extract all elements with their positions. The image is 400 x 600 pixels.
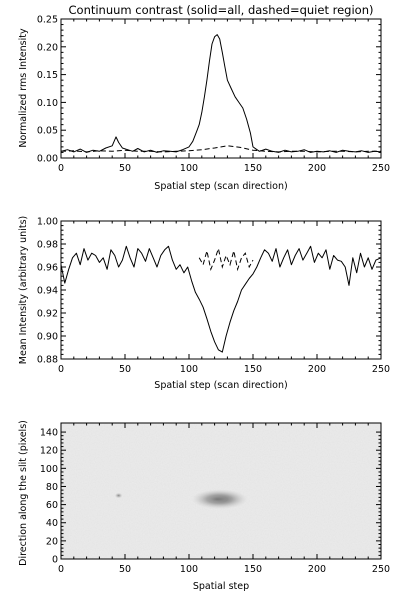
x-tick-label: 200 [308,163,326,174]
x-axis-label: Spatial step [193,581,249,592]
x-tick-label: 100 [180,364,198,375]
y-tick-label: 0.98 [37,240,58,251]
image-features [114,489,248,510]
x-tick-label: 150 [244,163,262,174]
x-axis-label: Spatial step (scan direction) [154,380,287,391]
y-tick-label: 80 [46,482,58,493]
x-tick-label: 100 [180,163,198,174]
y-tick-label: 0.00 [37,154,58,165]
series-line-all [60,34,382,153]
y-tick-label: 0.88 [37,355,58,366]
series-line-quiet [198,246,254,272]
y-tick-label: 120 [40,446,58,457]
series-line-quiet [60,145,381,153]
y-tick-label: 60 [46,500,58,511]
x-tick-label: 250 [372,163,390,174]
rms-contrast-plot: Continuum contrast (solid=all, dashed=qu… [18,3,390,192]
slit-image-plot: 0 50 100 150 200 250 0 20 40 60 80 100 120 140 Spatia… [18,420,390,592]
x-tick-label: 0 [58,163,64,174]
x-tick-label: 150 [244,364,262,375]
x-tick-label: 0 [58,364,64,375]
y-axis-label: Normalized rms Intensity [18,28,29,148]
x-tick-label: 50 [119,364,131,375]
y-tick-label: 0.20 [37,42,58,53]
image-feature-small-dark-dot [114,492,123,499]
y-tick-label: 0 [52,555,58,566]
image-feature-dark-spot-umbra [206,495,228,503]
series-line-all [60,245,382,353]
plot-frame [60,18,382,159]
y-tick-label: 0.25 [37,15,58,26]
mean-intensity-plot: 0 50 100 150 200 250 0.88 0.90 0.92 0.94 0.96 0.98 1… [18,216,390,391]
chart-title: Continuum contrast (solid=all, dashed=qu… [69,3,374,17]
x-axis-label: Spatial step (scan direction) [154,181,287,192]
y-tick-label: 1.00 [37,217,58,228]
y-tick-label: 0.10 [37,98,58,109]
y-tick-label: 0.96 [37,263,58,274]
axis-ticks: 0 50 100 150 200 250 0.88 0.90 0.92 0.94 0.96 0.98 1… [37,217,390,376]
y-tick-label: 0.90 [37,332,58,343]
x-tick-label: 250 [372,564,390,575]
y-tick-label: 0.92 [37,309,58,320]
x-tick-label: 0 [58,564,64,575]
x-tick-label: 200 [308,564,326,575]
y-tick-label: 140 [40,428,58,439]
x-tick-label: 250 [372,364,390,375]
x-tick-label: 100 [180,564,198,575]
y-tick-label: 100 [40,464,58,475]
axis-ticks: 0 50 100 150 200 250 0 20 40 60 80 100 120 140 [40,423,390,575]
x-tick-label: 150 [244,564,262,575]
y-tick-label: 0.05 [37,126,58,137]
x-tick-label: 50 [119,163,131,174]
y-axis-label: Direction along the slit (pixels) [18,420,29,566]
y-axis-label: Mean Intensity (arbitrary units) [18,216,29,364]
y-tick-label: 20 [46,536,58,547]
x-tick-label: 50 [119,564,131,575]
y-tick-label: 40 [46,518,58,529]
axis-ticks: 0 50 100 150 200 250 0.00 0.05 0.10 0.15 0.20 0.25 [37,15,390,175]
plot-frame [60,220,382,360]
y-tick-label: 0.15 [37,70,58,81]
x-tick-label: 200 [308,364,326,375]
y-tick-label: 0.94 [37,286,58,297]
plot-frame [60,422,382,560]
